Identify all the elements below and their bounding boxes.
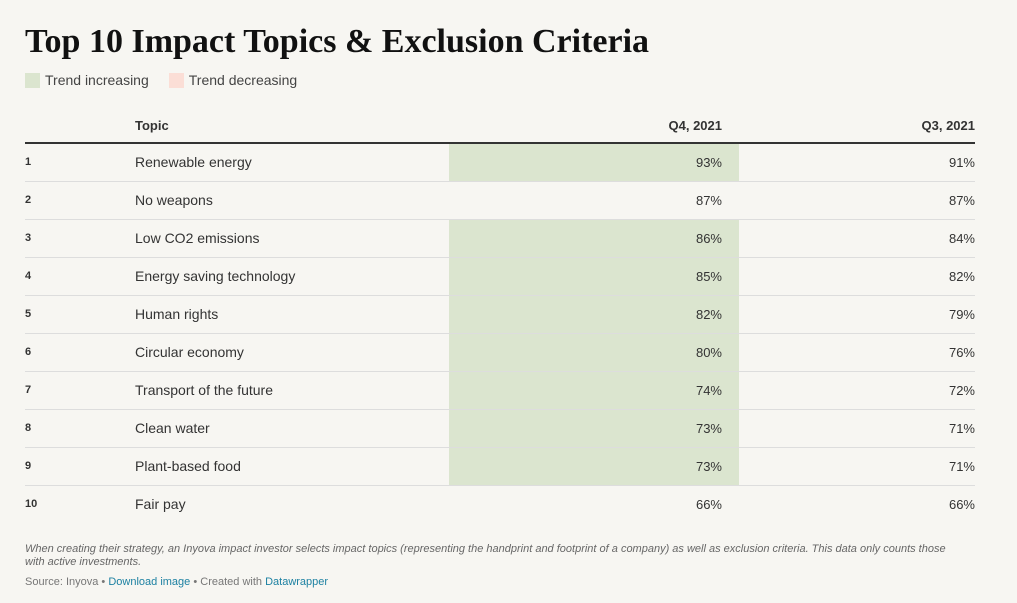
column-header-topic: Topic [135, 118, 169, 133]
q3-2021-cell: 71% [948, 459, 975, 474]
legend: Trend increasing Trend decreasing [25, 70, 317, 90]
q3-2021-cell: 79% [948, 307, 975, 322]
table-header: Topic Q4, 2021 Q3, 2021 [25, 110, 975, 144]
rank-cell: 6 [25, 346, 32, 358]
table-row: 9 Plant-based food 73% 71% [25, 448, 975, 486]
table-row: 1 Renewable energy 93% 91% [25, 144, 975, 182]
created-with-label: Created with [200, 576, 263, 588]
download-image-link[interactable]: Download image [108, 576, 191, 588]
chart-notes: When creating their strategy, an Inyova … [25, 543, 946, 568]
q3-2021-cell: 66% [948, 497, 975, 512]
legend-label-decreasing: Trend decreasing [188, 72, 298, 88]
legend-item-decreasing: Trend decreasing [168, 72, 298, 88]
q4-2021-cell: 66% [695, 497, 722, 512]
topic-cell: Renewable energy [135, 154, 252, 170]
table-body: 1 Renewable energy 93% 91% 2 No weapons 87% 87%… [25, 144, 975, 523]
legend-swatch-decreasing [168, 72, 184, 88]
q3-2021-cell: 82% [948, 269, 975, 284]
table-row: 6 Circular economy 80% 76% [25, 334, 975, 372]
topic-cell: Plant-based food [135, 458, 241, 474]
q3-2021-cell: 84% [948, 231, 975, 246]
column-header-q4-2021: Q4, 2021 [668, 118, 723, 133]
topic-cell: Clean water [135, 420, 210, 436]
table-row: 4 Energy saving technology 85% 82% [25, 258, 975, 296]
footer-separator: • [98, 576, 109, 588]
q3-2021-cell: 76% [948, 345, 975, 360]
q3-2021-cell: 71% [948, 421, 975, 436]
rank-cell: 10 [25, 498, 38, 510]
chart-title: Top 10 Impact Topics & Exclusion Criteri… [25, 23, 650, 60]
legend-item-increasing: Trend increasing [25, 72, 149, 88]
topic-cell: Circular economy [135, 344, 244, 360]
topic-cell: No weapons [135, 192, 213, 208]
legend-label-increasing: Trend increasing [45, 72, 149, 88]
rank-cell: 3 [25, 232, 32, 244]
datawrapper-link[interactable]: Datawrapper [265, 576, 329, 588]
topic-cell: Transport of the future [135, 382, 273, 398]
table-row: 5 Human rights 82% 79% [25, 296, 975, 334]
topic-cell: Fair pay [135, 496, 186, 512]
q4-2021-cell: 85% [449, 258, 739, 295]
data-table: Topic Q4, 2021 Q3, 2021 1 Renewable energ… [25, 110, 975, 523]
table-row: 10 Fair pay 66% 66% [25, 486, 975, 523]
table-row: 2 No weapons 87% 87% [25, 182, 975, 220]
table-row: 8 Clean water 73% 71% [25, 410, 975, 448]
q4-2021-cell: 74% [449, 372, 739, 409]
rank-cell: 5 [25, 308, 32, 320]
rank-cell: 7 [25, 384, 32, 396]
rank-cell: 9 [25, 460, 32, 472]
q3-2021-cell: 72% [948, 383, 975, 398]
rank-cell: 2 [25, 194, 32, 206]
rank-cell: 8 [25, 422, 32, 434]
rank-cell: 4 [25, 270, 32, 282]
topic-cell: Human rights [135, 306, 219, 322]
source-label: Source: Inyova [25, 576, 99, 588]
rank-cell: 1 [25, 156, 32, 168]
q4-2021-cell: 82% [449, 296, 739, 333]
q4-2021-cell: 80% [449, 334, 739, 371]
legend-swatch-increasing [25, 72, 40, 88]
q3-2021-cell: 87% [948, 193, 975, 208]
q4-2021-cell: 93% [449, 144, 739, 181]
q4-2021-cell: 87% [695, 193, 722, 208]
footer-separator: • [190, 576, 201, 588]
q4-2021-cell: 86% [449, 220, 739, 257]
topic-cell: Energy saving technology [135, 268, 296, 284]
table-row: 3 Low CO2 emissions 86% 84% [25, 220, 975, 258]
chart-footer: Source: Inyova • Download image • Create… [25, 576, 328, 589]
column-header-q3-2021: Q3, 2021 [921, 118, 976, 133]
q4-2021-cell: 73% [449, 410, 739, 447]
q4-2021-cell: 73% [449, 448, 739, 485]
topic-cell: Low CO2 emissions [135, 230, 260, 246]
q3-2021-cell: 91% [948, 155, 975, 170]
table-row: 7 Transport of the future 74% 72% [25, 372, 975, 410]
